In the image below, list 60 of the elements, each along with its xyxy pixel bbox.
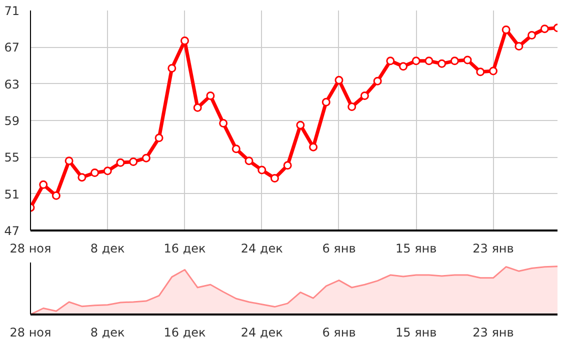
point (168, 64, 176, 72)
point (438, 59, 446, 68)
point (373, 76, 382, 86)
y-tick-label: 55 (4, 150, 20, 165)
point (360, 92, 369, 100)
y-tick-label: 67 (4, 40, 20, 55)
point (142, 154, 150, 162)
point (514, 42, 524, 50)
point (244, 156, 254, 166)
point (90, 168, 100, 177)
point (232, 144, 240, 154)
point (348, 102, 356, 111)
x-tick-label: 16 дек (164, 242, 206, 256)
x-tick-label: 28 ноя (10, 326, 52, 340)
point (103, 166, 112, 176)
x-tick-label: 23 янв (472, 326, 514, 340)
y-tick-label: 47 (4, 224, 20, 238)
point (64, 156, 74, 166)
point (116, 158, 125, 167)
point (424, 56, 434, 66)
x-tick-label: 6 янв (322, 242, 356, 256)
point (334, 76, 344, 84)
x-tick-label: 8 дек (90, 326, 125, 340)
point (399, 62, 408, 71)
y-tick-label: 71 (4, 4, 20, 18)
x-tick-label: 15 янв (396, 326, 437, 340)
y-tick-label: 63 (4, 77, 20, 92)
y-tick-label: 59 (4, 114, 20, 128)
point (450, 56, 459, 66)
point (270, 174, 279, 182)
point (52, 191, 60, 200)
point (206, 92, 215, 100)
x-tick-label: 6 янв (322, 326, 356, 340)
point (180, 36, 189, 45)
point (322, 98, 330, 106)
point (154, 134, 164, 142)
x-tick-label: 15 янв (396, 242, 437, 256)
point (502, 26, 510, 34)
point (258, 166, 266, 174)
point (476, 68, 485, 76)
point (129, 158, 138, 166)
point (193, 103, 202, 112)
point (412, 56, 420, 66)
x-tick-label: 8 дек (90, 242, 125, 256)
point (296, 120, 305, 130)
point (540, 24, 549, 34)
x-tick-label: 28 ноя (10, 242, 52, 256)
x-tick-label: 16 дек (164, 326, 206, 340)
point (528, 31, 536, 40)
point (78, 173, 86, 182)
point (488, 66, 498, 76)
x-tick-label: 23 янв (472, 242, 514, 256)
x-tick-label: 24 дек (240, 242, 283, 256)
point (39, 180, 48, 189)
point (386, 56, 395, 66)
y-tick-label: 51 (4, 187, 20, 202)
x-tick-label: 24 дек (240, 326, 283, 340)
point (463, 56, 472, 64)
point (283, 161, 292, 170)
point (219, 119, 228, 128)
